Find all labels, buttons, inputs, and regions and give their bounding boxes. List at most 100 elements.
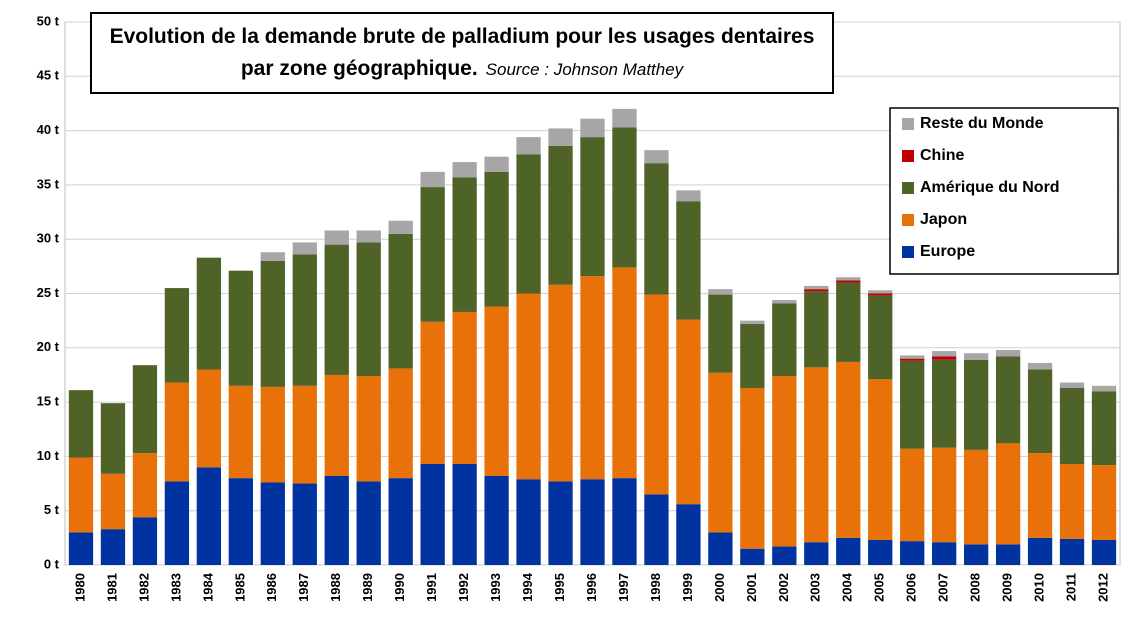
- y-tick-label: 5 t: [44, 502, 60, 517]
- bar-segment: [708, 294, 733, 373]
- y-tick-label: 40 t: [37, 122, 60, 137]
- bar-segment: [644, 150, 669, 164]
- x-tick-label: 1980: [72, 573, 87, 602]
- x-tick-label: 1990: [392, 573, 407, 602]
- legend-label: Amérique du Nord: [920, 179, 1060, 196]
- x-tick-label: 1997: [616, 573, 631, 602]
- bar-segment: [900, 358, 925, 361]
- x-tick-label: 1999: [680, 573, 695, 602]
- bar-segment: [708, 289, 733, 295]
- x-tick-label: 1989: [360, 573, 375, 602]
- bar-segment: [963, 359, 989, 450]
- bar-segment: [1091, 391, 1117, 466]
- bar-segment: [995, 349, 1021, 357]
- bar-segment: [548, 145, 573, 285]
- legend-box: [889, 107, 1119, 275]
- bar-segment: [1027, 369, 1053, 454]
- bar-segment: [836, 280, 861, 283]
- bar-segment: [995, 544, 1021, 565]
- bar-segment: [324, 374, 349, 476]
- bar-segment: [260, 386, 285, 483]
- bar-segment: [740, 320, 765, 324]
- legend-swatch: [902, 246, 914, 258]
- bar-segment: [772, 300, 797, 304]
- bar-segment: [292, 242, 317, 255]
- legend-swatch: [902, 214, 914, 226]
- bar-segment: [932, 447, 957, 543]
- bar-segment: [740, 387, 765, 549]
- bar-segment: [356, 481, 381, 565]
- bar-segment: [1027, 453, 1053, 538]
- bar-segment: [228, 478, 253, 565]
- x-tick-label: 1983: [168, 573, 183, 602]
- bar-segment: [772, 546, 797, 565]
- bar-segment: [1059, 464, 1085, 539]
- bar-segment: [676, 190, 701, 202]
- bar-segment: [995, 443, 1021, 545]
- y-tick-label: 45 t: [37, 68, 60, 83]
- x-tick-label: 1988: [328, 573, 343, 602]
- y-tick-label: 20 t: [37, 339, 60, 354]
- bar-segment: [132, 365, 158, 454]
- bar-segment: [804, 291, 829, 368]
- legend-swatch: [902, 118, 914, 130]
- bar-segment: [100, 473, 126, 530]
- bar-segment: [420, 187, 445, 322]
- x-tick-label: 1985: [232, 573, 247, 602]
- x-tick-label: 1991: [424, 573, 439, 602]
- bar-segment: [260, 482, 285, 565]
- x-tick-label: 2005: [872, 573, 887, 602]
- bar-segment: [900, 360, 925, 449]
- bar-segment: [324, 244, 349, 375]
- bar-segment: [388, 478, 413, 565]
- bar-segment: [580, 276, 605, 480]
- y-tick-label: 30 t: [37, 231, 60, 246]
- x-tick-label: 2011: [1063, 573, 1078, 601]
- bar-segment: [260, 260, 285, 387]
- bar-segment: [676, 201, 701, 320]
- bar-segment: [356, 376, 381, 482]
- bar-segment: [1091, 540, 1117, 565]
- bar-segment: [292, 483, 317, 565]
- bar-segment: [196, 369, 222, 468]
- x-tick-label: 1981: [104, 573, 119, 602]
- bar-segment: [548, 128, 573, 146]
- bar-segment: [836, 282, 861, 362]
- chart-title: Evolution de la demande brute de palladi…: [109, 25, 815, 80]
- bar-segment: [356, 230, 381, 243]
- bar-segment: [1027, 537, 1053, 565]
- bar-segment: [612, 478, 637, 565]
- bar-segment: [516, 154, 541, 294]
- bar-segment: [963, 544, 989, 565]
- bar-segment: [1059, 382, 1085, 388]
- bar-segment: [676, 319, 701, 505]
- y-tick-label: 10 t: [37, 448, 60, 463]
- bar-segment: [388, 220, 413, 234]
- y-tick-label: 50 t: [37, 13, 60, 28]
- bar-segment: [100, 529, 126, 565]
- x-tick-label: 1986: [264, 573, 279, 602]
- source: Source : Johnson Matthey: [485, 60, 684, 79]
- bar-segment: [484, 156, 509, 172]
- bar-segment: [132, 517, 158, 565]
- x-tick-label: 1994: [520, 572, 535, 602]
- bar-segment: [164, 288, 190, 383]
- x-tick-label: 2003: [808, 573, 823, 602]
- bar-segment: [516, 293, 541, 480]
- bar-segment: [484, 475, 509, 565]
- bar-segment: [420, 321, 445, 465]
- bar-segment: [995, 356, 1021, 444]
- x-tick-label: 2007: [936, 573, 951, 602]
- x-tick-label: 1995: [552, 573, 567, 602]
- bar-segment: [260, 252, 285, 261]
- bar-segment: [932, 356, 957, 360]
- bar-segment: [420, 464, 445, 565]
- y-tick-label: 15 t: [37, 394, 60, 409]
- y-tick-label: 25 t: [37, 285, 60, 300]
- bar-segment: [292, 254, 317, 386]
- bar-segment: [804, 367, 829, 543]
- bar-segment: [676, 504, 701, 565]
- x-tick-label: 1992: [456, 573, 471, 602]
